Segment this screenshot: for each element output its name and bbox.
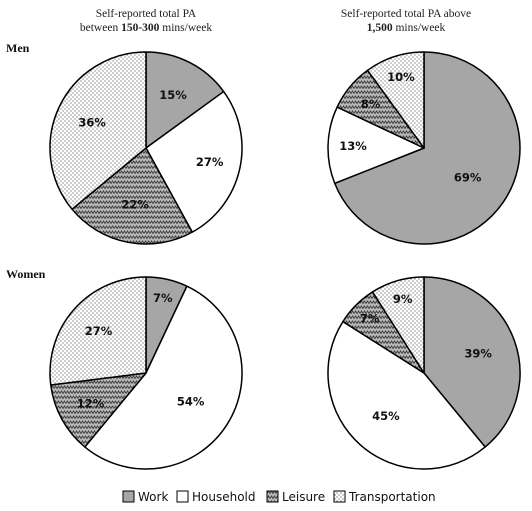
- slice-leisure: [50, 372, 147, 448]
- legend-swatch-transportation: [333, 490, 346, 503]
- slice-transportation: [371, 276, 425, 374]
- slice-label-work: 15%: [159, 88, 187, 102]
- slice-label-work: 7%: [153, 291, 173, 305]
- column-title-left-line1: Self-reported total PA: [96, 8, 197, 20]
- slice-household: [327, 106, 425, 185]
- slice-work: [423, 276, 521, 448]
- legend-swatch-leisure: [266, 490, 279, 503]
- slice-label-transportation: 27%: [85, 324, 113, 338]
- slice-label-work: 39%: [464, 347, 492, 361]
- column-title-right-line1: Self-reported total PA above: [341, 8, 471, 20]
- legend-label-leisure: Leisure: [282, 490, 325, 504]
- legend-swatch-household: [176, 490, 189, 503]
- slice-transportation: [49, 51, 147, 210]
- slice-label-transportation: 9%: [393, 292, 413, 306]
- column-title-left-post: mins/week: [159, 22, 212, 34]
- pie-women-above-1500: 39% 45% 7% 9%: [327, 276, 521, 470]
- column-title-right-post: mins/week: [393, 22, 446, 34]
- legend: Work Household Leisure Transportation: [122, 490, 436, 504]
- pie-women-150-300: 7% 54% 12% 27%: [49, 276, 243, 470]
- slice-household: [327, 320, 486, 470]
- column-title-left-bold: 150-300: [121, 22, 160, 34]
- slice-transportation: [366, 51, 425, 149]
- column-title-left-line2: between 150-300 mins/week: [80, 22, 212, 34]
- slice-label-work: 69%: [454, 171, 482, 185]
- legend-swatch-work: [122, 490, 135, 503]
- column-title-right-bold: 1,500: [367, 22, 393, 34]
- slice-household: [84, 285, 243, 470]
- row-label-men: Men: [6, 41, 30, 55]
- column-title-right-line2: 1,500 mins/week: [367, 22, 446, 34]
- slice-leisure: [71, 147, 193, 245]
- slice-label-leisure: 12%: [77, 397, 105, 411]
- pie-men-above-1500: 69% 13% 8% 10%: [327, 51, 521, 245]
- slice-label-leisure: 8%: [361, 97, 381, 111]
- pie-men-150-300: 15% 27% 22% 36%: [49, 51, 243, 245]
- slice-transportation: [49, 276, 147, 386]
- slice-work: [145, 51, 225, 149]
- column-title-left: Self-reported total PA: [96, 8, 197, 20]
- slice-label-household: 54%: [177, 394, 205, 408]
- column-title-right: Self-reported total PA above: [341, 8, 471, 20]
- legend-label-transportation: Transportation: [348, 490, 436, 504]
- slice-label-transportation: 36%: [78, 116, 106, 130]
- legend-label-household: Household: [192, 490, 256, 504]
- slice-label-household: 13%: [339, 139, 367, 153]
- slice-label-household: 27%: [196, 155, 224, 169]
- column-title-left-pre: between: [80, 22, 121, 34]
- slice-work: [333, 51, 521, 245]
- slice-label-household: 45%: [372, 409, 400, 423]
- row-label-women: Women: [6, 267, 46, 281]
- slice-household: [145, 90, 243, 233]
- slice-label-leisure: 22%: [121, 198, 149, 212]
- legend-label-work: Work: [138, 490, 168, 504]
- slice-label-leisure: 7%: [360, 312, 380, 326]
- slice-label-transportation: 10%: [387, 70, 415, 84]
